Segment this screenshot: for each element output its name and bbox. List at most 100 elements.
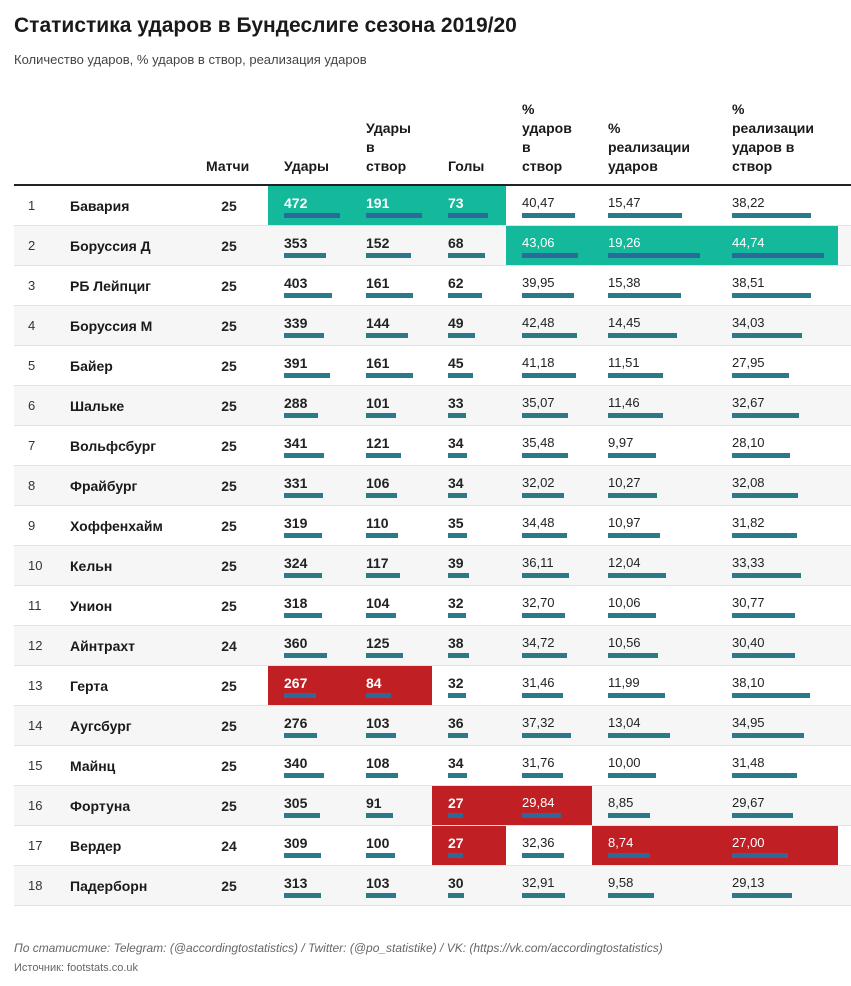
value-bar (608, 733, 670, 738)
cell-on_target: 103 (350, 706, 432, 745)
cell-pct_conversion_on_target: 30,77 (716, 586, 838, 625)
cell-pct_conversion: 10,27 (592, 466, 716, 505)
cell-goals: 34 (432, 466, 506, 505)
cell-shots: 288 (268, 386, 350, 425)
value-bar (448, 733, 468, 738)
cell-shots: 305 (268, 786, 350, 825)
value-bar (284, 253, 326, 258)
table-row: 15 Майнц 25 340 108 34 31,76 10,00 31,48 (14, 746, 851, 786)
value-bar (608, 573, 666, 578)
cell-pct_on_target: 32,91 (506, 866, 592, 905)
value-bar (608, 493, 657, 498)
header-divider (14, 184, 851, 186)
footer-source: Источник: footstats.co.uk (14, 962, 138, 974)
value-bar (284, 373, 330, 378)
cell-value: 10,56 (608, 635, 641, 650)
cell-goals: 73 (432, 186, 506, 225)
column-header-line: в (366, 139, 375, 155)
cell-value: 319 (284, 515, 308, 531)
rank-cell: 15 (28, 758, 43, 773)
value-bar (608, 853, 650, 858)
value-bar (448, 533, 467, 538)
value-bar (522, 293, 574, 298)
value-bar (732, 613, 795, 618)
value-bar (448, 773, 467, 778)
cell-value: 15,38 (608, 275, 641, 290)
cell-value: 360 (284, 635, 308, 651)
cell-value: 12,04 (608, 555, 641, 570)
cell-value: 29,13 (732, 875, 765, 890)
column-header-matches: Матчи (206, 90, 272, 184)
table-row: 7 Вольфсбург 25 341 121 34 35,48 9,97 28,10 (14, 426, 851, 466)
cell-value: 313 (284, 875, 308, 891)
column-header-shots: Удары (284, 90, 356, 184)
table-row: 14 Аугсбург 25 276 103 36 37,32 13,04 34,95 (14, 706, 851, 746)
matches-cell: 25 (221, 278, 237, 294)
team-name: РБ Лейпциг (70, 278, 152, 294)
value-bar (366, 813, 393, 818)
matches-cell: 25 (221, 558, 237, 574)
column-header-line: реализации (732, 120, 815, 136)
cell-value: 38,22 (732, 195, 765, 210)
cell-shots: 276 (268, 706, 350, 745)
cell-value: 100 (366, 835, 390, 851)
cell-goals: 33 (432, 386, 506, 425)
team-name: Байер (70, 358, 113, 374)
cell-on_target: 84 (350, 666, 432, 705)
rank-cell: 9 (28, 518, 36, 533)
cell-value: 13,04 (608, 715, 641, 730)
cell-pct_conversion: 10,56 (592, 626, 716, 665)
rank-cell: 1 (28, 198, 36, 213)
cell-pct_conversion_on_target: 30,40 (716, 626, 838, 665)
value-bar (522, 653, 567, 658)
cell-value: 324 (284, 555, 308, 571)
cell-shots: 313 (268, 866, 350, 905)
table-row: 16 Фортуна 25 305 91 27 29,84 8,85 29,67 (14, 786, 851, 826)
cell-pct_conversion_on_target: 38,22 (716, 186, 838, 225)
cell-pct_conversion_on_target: 44,74 (716, 226, 838, 265)
cell-value: 106 (366, 475, 390, 491)
cell-value: 33,33 (732, 555, 765, 570)
column-header-line: створ (732, 158, 773, 174)
cell-value: 32,36 (522, 835, 555, 850)
value-bar (732, 213, 811, 218)
value-bar (732, 493, 798, 498)
column-header-goals: Голы (448, 90, 512, 184)
column-header-line: % (608, 120, 621, 136)
cell-value: 91 (366, 795, 382, 811)
table-row: 3 РБ Лейпциг 25 403 161 62 39,95 15,38 38,51 (14, 266, 851, 306)
value-bar (448, 573, 469, 578)
table-row: 4 Боруссия М 25 339 144 49 42,48 14,45 34,03 (14, 306, 851, 346)
cell-value: 32,67 (732, 395, 765, 410)
cell-goals: 62 (432, 266, 506, 305)
cell-value: 73 (448, 195, 464, 211)
value-bar (284, 853, 321, 858)
cell-value: 49 (448, 315, 464, 331)
cell-value: 39 (448, 555, 464, 571)
column-header-line: ударов (522, 120, 572, 136)
cell-value: 341 (284, 435, 308, 451)
cell-value: 104 (366, 595, 390, 611)
team-name: Герта (70, 678, 109, 694)
value-bar (448, 213, 488, 218)
cell-on_target: 191 (350, 186, 432, 225)
cell-pct_on_target: 37,32 (506, 706, 592, 745)
value-bar (608, 813, 650, 818)
cell-value: 9,58 (608, 875, 634, 890)
rank-cell: 16 (28, 798, 43, 813)
cell-pct_conversion: 10,00 (592, 746, 716, 785)
cell-on_target: 110 (350, 506, 432, 545)
value-bar (608, 533, 660, 538)
value-bar (732, 253, 824, 258)
cell-value: 309 (284, 835, 308, 851)
cell-pct_on_target: 36,11 (506, 546, 592, 585)
value-bar (448, 893, 464, 898)
cell-pct_conversion: 8,85 (592, 786, 716, 825)
cell-shots: 309 (268, 826, 350, 865)
column-header-line: ударов в (732, 139, 795, 155)
cell-value: 33 (448, 395, 464, 411)
value-bar (366, 333, 408, 338)
value-bar (448, 253, 485, 258)
value-bar (366, 773, 398, 778)
column-header-line: Голы (448, 158, 485, 174)
